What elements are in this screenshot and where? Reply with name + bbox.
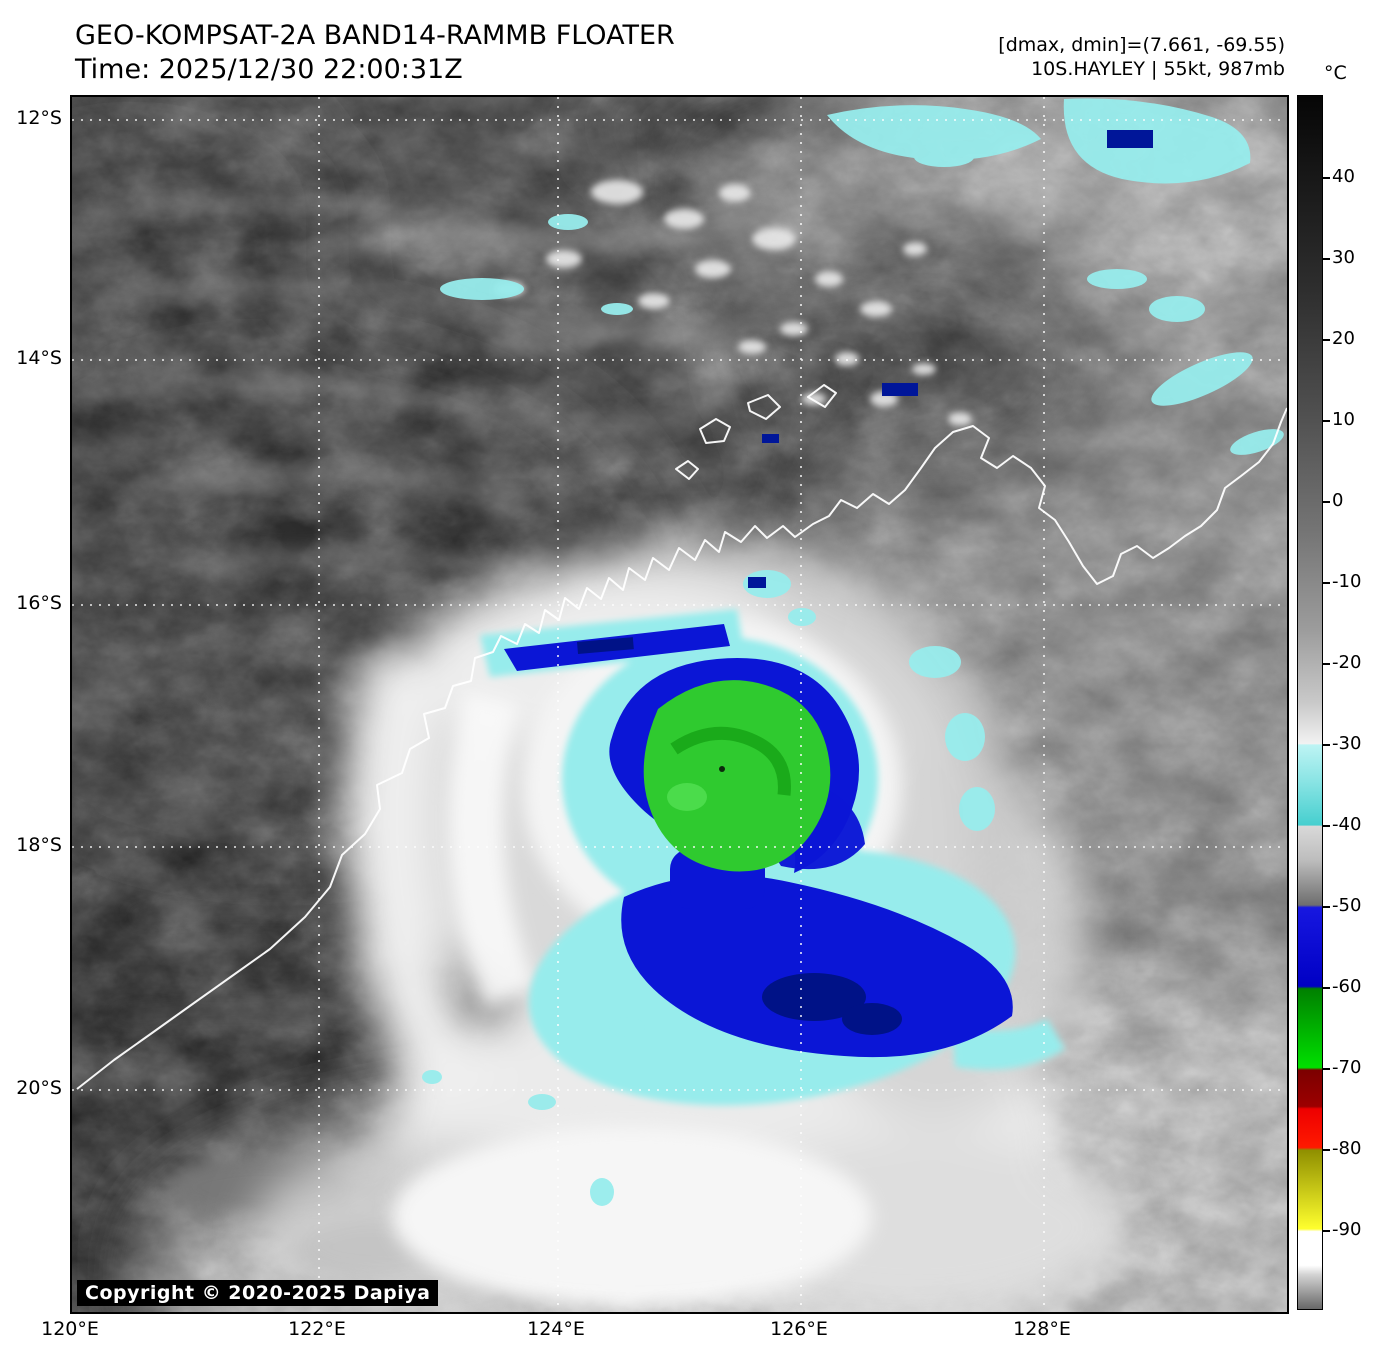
colorbar-tick-label: 20	[1323, 328, 1355, 349]
y-tick-label: 20°S	[16, 1077, 62, 1099]
colorbar-tick-label: 40	[1323, 166, 1355, 187]
satellite-image	[72, 97, 1287, 1312]
x-tick-label: 126°E	[770, 1318, 828, 1340]
colorbar	[1297, 95, 1323, 1310]
satellite-map: Copyright © 2020-2025 Dapiya	[70, 95, 1289, 1314]
colorbar-unit-label: °C	[1324, 62, 1347, 84]
y-tick-label: 14°S	[16, 347, 62, 369]
x-tick-label: 122°E	[288, 1318, 346, 1340]
colorbar-tick-label: -80	[1322, 1138, 1362, 1159]
cirrus-streaks	[80, 194, 835, 1032]
colorbar-tick-label: -30	[1322, 733, 1362, 754]
storm-info: 10S.HAYLEY | 55kt, 987mb	[1031, 58, 1285, 80]
x-tick-label: 124°E	[527, 1318, 585, 1340]
x-tick-label: 128°E	[1013, 1318, 1071, 1340]
timestamp: Time: 2025/12/30 22:00:31Z	[75, 54, 463, 85]
coldest-green-core	[643, 680, 831, 872]
cyan-cloud-patches	[422, 98, 1284, 1206]
colorbar-tick-label: -60	[1322, 976, 1362, 997]
y-tick-label: 16°S	[16, 592, 62, 614]
dmax-dmin-readout: [dmax, dmin]=(7.661, -69.55)	[998, 34, 1285, 56]
colorbar-tick-label: -90	[1322, 1219, 1362, 1240]
copyright-label: Copyright © 2020-2025 Dapiya	[77, 1280, 439, 1306]
y-tick-label: 12°S	[16, 107, 62, 129]
colorbar-tick-label: 30	[1323, 247, 1355, 268]
x-tick-label: 120°E	[41, 1318, 99, 1340]
colorbar-tick-label: 0	[1322, 490, 1344, 511]
colorbar-tick-label: 10	[1323, 409, 1355, 430]
colorbar-tick-label: -10	[1322, 571, 1362, 592]
storm-center-dot	[719, 766, 725, 772]
y-tick-label: 18°S	[16, 834, 62, 856]
colorbar-tick-label: -70	[1322, 1057, 1362, 1078]
colorbar-tick-label: -20	[1322, 652, 1362, 673]
colorbar-tick-label: -40	[1322, 814, 1362, 835]
colorbar-tick-label: -50	[1322, 895, 1362, 916]
coastline	[76, 384, 1287, 1090]
page-title: GEO-KOMPSAT-2A BAND14-RAMMB FLOATER	[75, 20, 675, 51]
